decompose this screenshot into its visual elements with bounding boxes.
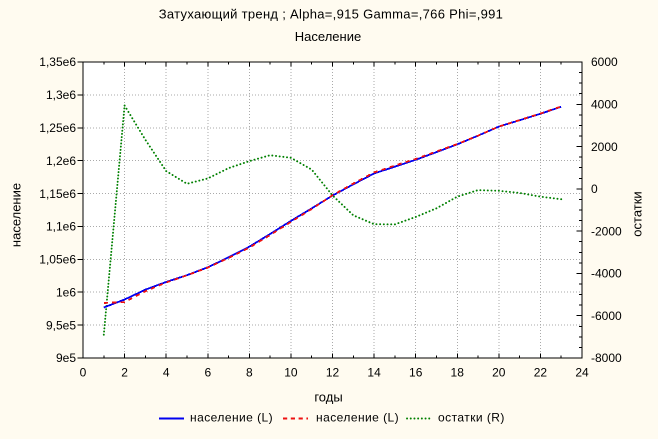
svg-text:1,35e6: 1,35e6 [39,55,76,69]
svg-text:9,5e5: 9,5e5 [46,318,76,332]
svg-text:2000: 2000 [591,140,618,154]
svg-text:население (L): население (L) [190,411,273,425]
svg-text:0: 0 [80,366,87,380]
svg-text:население: население [9,183,24,247]
svg-text:остатки (R): остатки (R) [438,411,505,425]
svg-text:10: 10 [284,366,298,380]
svg-text:Затухающий тренд ; Alpha=,915: Затухающий тренд ; Alpha=,915 Gamma=,766… [159,7,503,22]
svg-text:Население: Население [295,29,361,44]
svg-text:-2000: -2000 [591,224,622,238]
svg-text:24: 24 [575,366,589,380]
svg-text:0: 0 [591,182,598,196]
svg-text:4: 4 [163,366,170,380]
svg-text:18: 18 [451,366,465,380]
svg-text:8: 8 [246,366,253,380]
svg-text:-4000: -4000 [591,267,622,281]
svg-text:2: 2 [121,366,128,380]
svg-text:16: 16 [409,366,423,380]
svg-text:14: 14 [367,366,381,380]
svg-text:1,05e6: 1,05e6 [39,253,76,267]
svg-text:12: 12 [326,366,340,380]
svg-text:20: 20 [492,366,506,380]
svg-text:6000: 6000 [591,55,618,69]
svg-text:1,3e6: 1,3e6 [46,88,76,102]
svg-text:-8000: -8000 [591,351,622,365]
svg-text:остатки: остатки [630,191,645,236]
svg-text:22: 22 [534,366,548,380]
svg-text:6: 6 [204,366,211,380]
svg-text:4000: 4000 [591,98,618,112]
svg-text:1,2e6: 1,2e6 [46,154,76,168]
svg-text:годы: годы [314,390,342,405]
svg-text:1,15e6: 1,15e6 [39,187,76,201]
svg-text:9e5: 9e5 [56,351,76,365]
svg-text:-6000: -6000 [591,309,622,323]
svg-text:1,25e6: 1,25e6 [39,121,76,135]
svg-text:население (L): население (L) [316,411,399,425]
svg-text:1e6: 1e6 [56,285,76,299]
svg-text:1,1e6: 1,1e6 [46,220,76,234]
